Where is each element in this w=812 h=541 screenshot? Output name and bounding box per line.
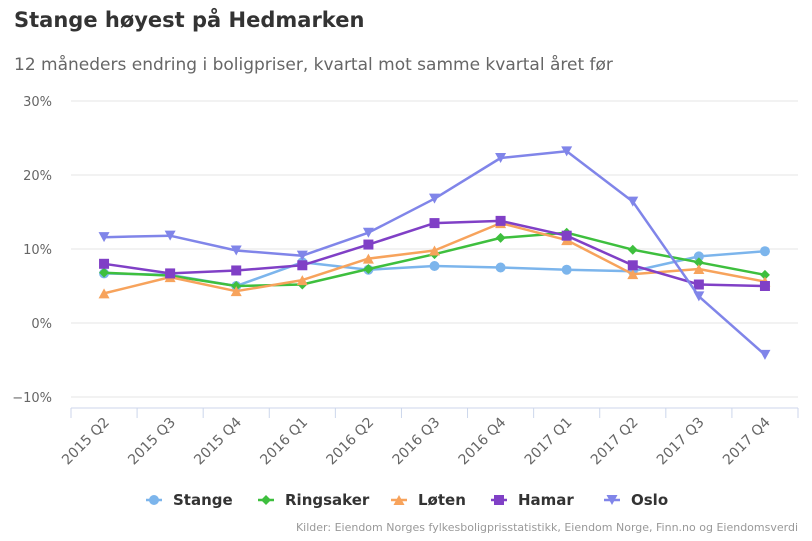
- data-point-loten: [429, 245, 440, 256]
- legend-item-stange[interactable]: Stange: [146, 491, 233, 509]
- data-point-stange: [561, 264, 572, 275]
- y-tick-label: 0%: [31, 317, 52, 332]
- series-oslo: [98, 146, 771, 360]
- data-point-oslo: [495, 152, 507, 163]
- x-tick-label: 2017 Q2: [588, 415, 642, 469]
- data-point-hamar: [429, 218, 440, 229]
- data-point-loten: [296, 275, 308, 286]
- data-point-hamar: [627, 260, 638, 271]
- x-tick-label: 2017 Q1: [522, 415, 576, 469]
- x-tick-label: 2016 Q1: [257, 415, 311, 469]
- data-point-hamar: [693, 279, 704, 290]
- x-tick-label: 2016 Q4: [456, 414, 510, 468]
- legend-label: Hamar: [518, 491, 574, 509]
- y-tick-label: −10%: [12, 391, 52, 406]
- data-point-oslo: [98, 232, 110, 243]
- data-point-loten: [98, 288, 110, 299]
- data-point-stange: [693, 251, 704, 262]
- credits-link[interactable]: Kilder: Eiendom Norges fylkesboligprisst…: [295, 521, 798, 534]
- y-tick-label: 10%: [23, 243, 52, 258]
- y-tick-label: 30%: [23, 95, 52, 110]
- legend-marker: [393, 495, 405, 505]
- data-point-hamar: [561, 230, 572, 241]
- legend-item-oslo[interactable]: Oslo: [604, 491, 668, 509]
- data-point-hamar: [759, 281, 770, 291]
- series-line-ringsaker: [102, 231, 767, 288]
- data-point-hamar: [297, 260, 308, 271]
- data-point-loten: [693, 263, 705, 274]
- data-point-ringsaker: [627, 244, 638, 255]
- data-point-stange: [495, 262, 506, 273]
- data-point-oslo: [693, 291, 705, 302]
- legend-label: Oslo: [631, 491, 668, 509]
- data-point-loten: [362, 253, 374, 264]
- x-tick-label: 2016 Q2: [323, 415, 377, 469]
- x-tick-label: 2017 Q4: [720, 414, 774, 468]
- data-point-ringsaker: [759, 269, 770, 280]
- data-point-oslo: [561, 146, 573, 157]
- data-point-stange: [429, 261, 440, 272]
- data-point-oslo: [164, 230, 176, 241]
- data-point-hamar: [99, 258, 110, 269]
- legend-item-ringsaker[interactable]: Ringsaker: [258, 491, 370, 509]
- x-tick-label: 2015 Q4: [191, 414, 245, 468]
- chart-subtitle: 12 måneders endring i boligpriser, kvart…: [14, 55, 613, 75]
- data-point-hamar: [165, 268, 176, 279]
- legend-item-hamar[interactable]: Hamar: [491, 491, 574, 509]
- legend-marker: [149, 495, 159, 505]
- data-point-oslo: [627, 196, 639, 207]
- data-point-hamar: [231, 265, 242, 276]
- data-point-ringsaker: [495, 232, 506, 243]
- legend-marker: [494, 495, 504, 505]
- legend-label: Stange: [173, 491, 233, 509]
- data-point-oslo: [230, 245, 242, 256]
- legend-item-loten[interactable]: Løten: [391, 491, 466, 509]
- data-point-loten: [230, 286, 242, 297]
- data-point-stange: [759, 246, 770, 257]
- x-tick-label: 2015 Q3: [125, 415, 179, 469]
- legend-marker: [261, 495, 271, 505]
- data-point-oslo: [362, 227, 374, 238]
- legend-label: Løten: [418, 491, 466, 509]
- data-point-oslo: [759, 349, 771, 360]
- series-ringsaker: [99, 227, 770, 291]
- legend-marker: [606, 495, 618, 505]
- x-tick-label: 2017 Q3: [654, 415, 708, 469]
- data-point-hamar: [363, 239, 374, 250]
- data-point-ringsaker: [363, 263, 374, 274]
- data-point-ringsaker: [99, 267, 110, 278]
- data-point-oslo: [296, 250, 308, 261]
- data-point-hamar: [495, 215, 506, 226]
- data-point-ringsaker: [231, 281, 242, 291]
- chart-title: Stange høyest på Hedmarken: [14, 8, 365, 32]
- x-tick-label: 2015 Q2: [59, 415, 113, 469]
- y-tick-label: 20%: [23, 169, 52, 184]
- series-hamar: [99, 215, 770, 291]
- legend-label: Ringsaker: [285, 491, 370, 509]
- data-point-oslo: [429, 193, 440, 204]
- x-tick-label: 2016 Q3: [390, 415, 444, 469]
- data-point-ringsaker: [693, 257, 704, 268]
- data-point-loten: [627, 269, 639, 280]
